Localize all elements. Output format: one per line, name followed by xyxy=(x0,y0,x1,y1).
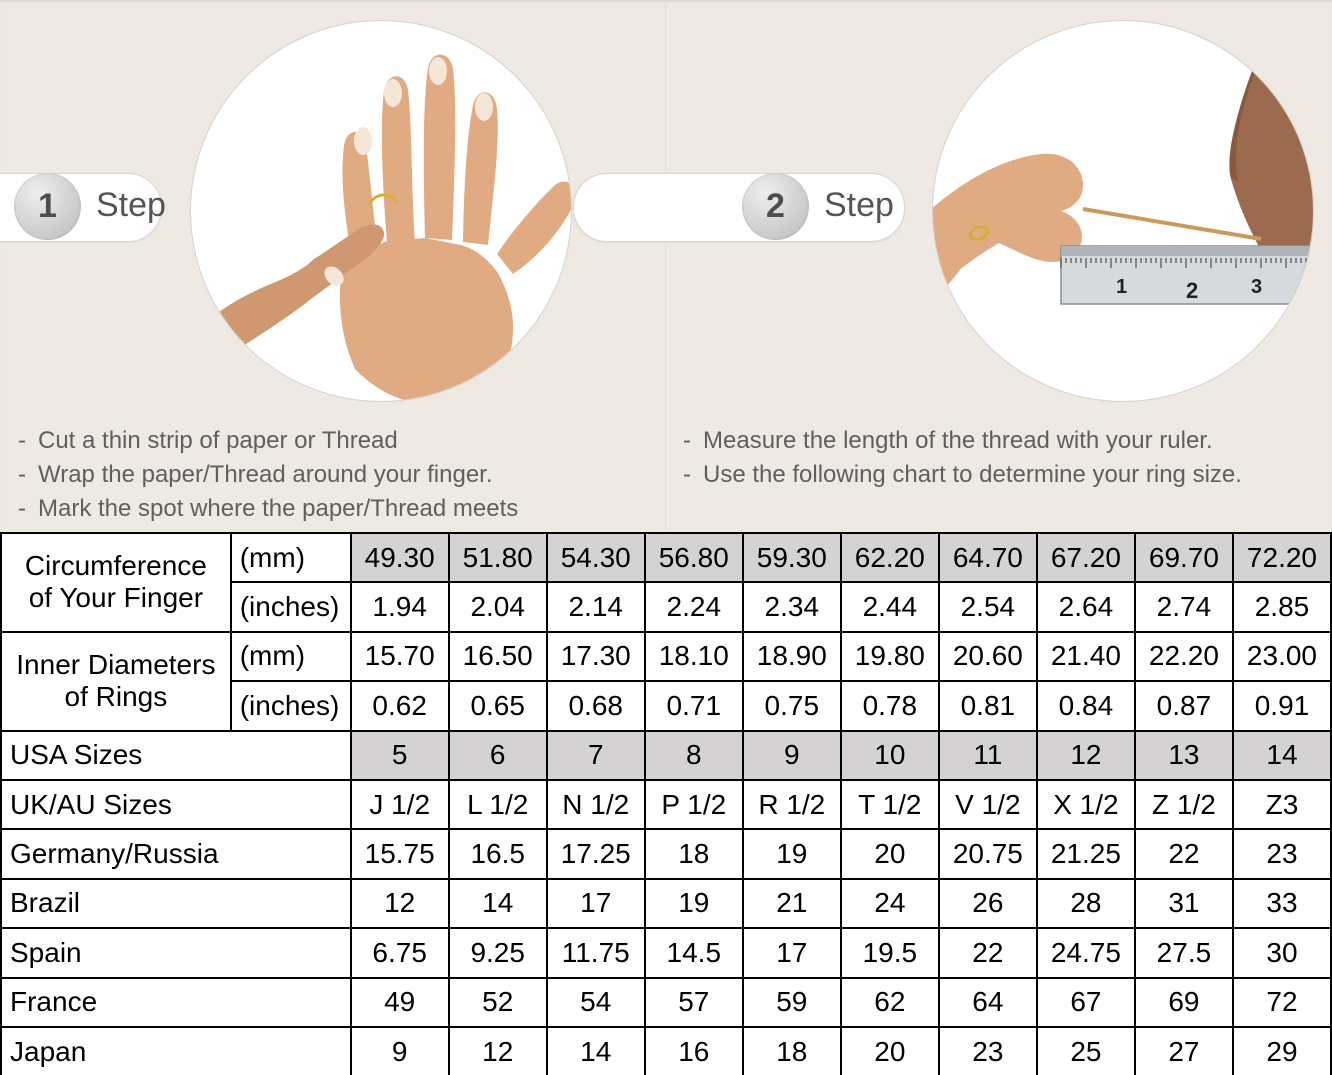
svg-text:2: 2 xyxy=(1186,278,1198,303)
svg-text:1: 1 xyxy=(1116,276,1127,298)
svg-text:3: 3 xyxy=(1251,276,1262,298)
